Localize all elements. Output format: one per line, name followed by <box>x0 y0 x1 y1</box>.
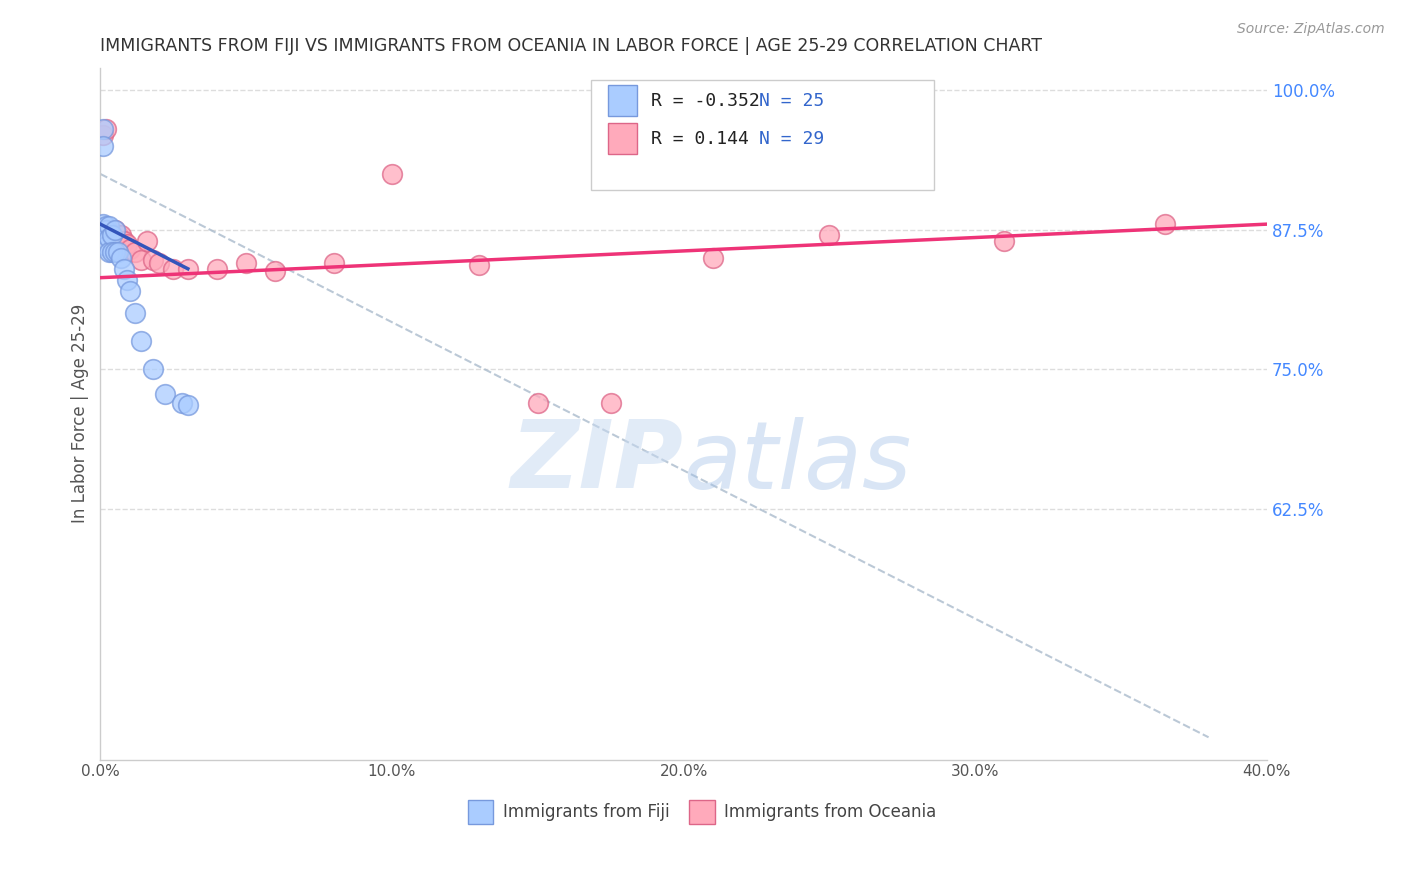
Point <box>110 251 132 265</box>
Point <box>91 128 114 142</box>
FancyBboxPatch shape <box>607 123 637 154</box>
Point <box>148 256 170 270</box>
Point <box>91 139 114 153</box>
Point <box>115 273 138 287</box>
Point <box>107 245 129 260</box>
Point <box>322 256 344 270</box>
Point <box>101 228 124 243</box>
Point <box>112 261 135 276</box>
Text: Source: ZipAtlas.com: Source: ZipAtlas.com <box>1237 22 1385 37</box>
FancyBboxPatch shape <box>607 86 637 116</box>
Point <box>381 167 404 181</box>
Point <box>818 228 841 243</box>
Point <box>264 264 287 278</box>
Point <box>527 395 550 409</box>
Text: ZIP: ZIP <box>510 417 683 508</box>
Text: N = 25: N = 25 <box>759 92 825 110</box>
Point <box>96 219 118 234</box>
Text: IMMIGRANTS FROM FIJI VS IMMIGRANTS FROM OCEANIA IN LABOR FORCE | AGE 25-29 CORRE: IMMIGRANTS FROM FIJI VS IMMIGRANTS FROM … <box>100 37 1042 55</box>
Point <box>142 362 165 376</box>
Text: R = -0.352: R = -0.352 <box>651 92 759 110</box>
Point <box>98 230 121 244</box>
Point <box>1153 217 1175 231</box>
Text: Immigrants from Oceania: Immigrants from Oceania <box>724 803 936 822</box>
Y-axis label: In Labor Force | Age 25-29: In Labor Force | Age 25-29 <box>72 304 89 524</box>
Point <box>142 252 165 267</box>
FancyBboxPatch shape <box>592 80 935 190</box>
Point <box>96 223 118 237</box>
Point <box>235 256 257 270</box>
Point <box>96 228 118 243</box>
Point <box>993 234 1015 248</box>
Point <box>702 251 724 265</box>
Point <box>101 245 124 260</box>
Text: atlas: atlas <box>683 417 912 508</box>
Point <box>177 261 200 276</box>
Point <box>98 245 121 260</box>
Text: N = 29: N = 29 <box>759 130 825 148</box>
Point <box>129 334 152 349</box>
Point <box>110 228 132 243</box>
Point <box>115 237 138 252</box>
Point <box>118 284 141 298</box>
Point <box>599 395 621 409</box>
Point <box>91 217 114 231</box>
Point <box>124 245 146 260</box>
Text: Immigrants from Fiji: Immigrants from Fiji <box>503 803 669 822</box>
Point <box>91 122 114 136</box>
Text: R = 0.144: R = 0.144 <box>651 130 749 148</box>
Point <box>98 219 121 234</box>
Point <box>170 395 193 409</box>
FancyBboxPatch shape <box>689 800 716 824</box>
Point <box>98 223 121 237</box>
Point <box>104 223 127 237</box>
Point <box>104 245 127 260</box>
Point <box>136 234 159 248</box>
FancyBboxPatch shape <box>468 800 494 824</box>
Point <box>96 239 118 253</box>
Point <box>205 261 228 276</box>
Point <box>153 386 176 401</box>
Point <box>162 261 184 276</box>
Point <box>104 223 127 237</box>
Point <box>129 252 152 267</box>
Point <box>96 122 118 136</box>
Point <box>101 228 124 243</box>
Point <box>468 259 491 273</box>
Point <box>177 398 200 412</box>
Point <box>107 228 129 243</box>
Point <box>124 306 146 320</box>
Point <box>112 234 135 248</box>
Point <box>118 242 141 256</box>
